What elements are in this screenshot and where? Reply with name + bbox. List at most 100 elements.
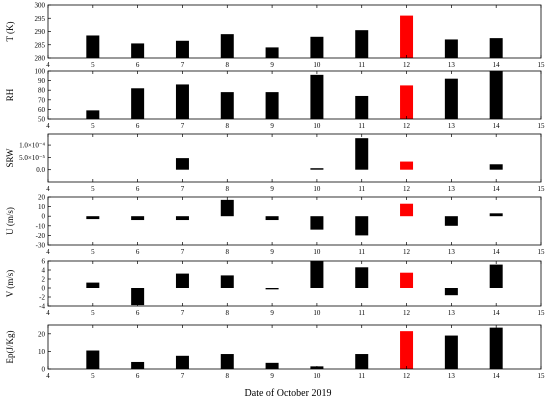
- bar-8: [220, 275, 234, 288]
- y-tick-label: 50: [38, 116, 46, 124]
- bar-12: [400, 85, 414, 119]
- x-tick-label: 4: [46, 309, 50, 317]
- panel-3: 4 5 6 7 8 9 10 11 12 13 14 15 0.0 5.0×10⁻⁵ 1.0×10⁻⁴ SRW: [5, 133, 546, 193]
- bar-11: [355, 354, 369, 369]
- bar-6: [131, 43, 145, 58]
- y-tick-label: 80: [38, 87, 46, 95]
- y-tick-label: 290: [35, 28, 46, 36]
- x-tick-label: 4: [46, 122, 50, 130]
- bar-12: [400, 331, 414, 369]
- x-tick-label: 11: [358, 185, 365, 193]
- x-tick-label: 8: [226, 248, 230, 256]
- bar-14: [489, 327, 503, 369]
- x-tick-label: 9: [270, 372, 274, 380]
- panel-frame: [47, 196, 542, 246]
- bar-12: [400, 272, 414, 288]
- bar-9: [265, 288, 279, 290]
- bar-11: [355, 95, 369, 119]
- y-tick-label: 285: [35, 41, 46, 49]
- x-tick-label: 6: [136, 185, 140, 193]
- x-axis-title: Date of October 2019: [245, 388, 332, 399]
- bar-5: [86, 350, 100, 369]
- y-tick-label: 0: [42, 366, 46, 374]
- x-tick-label: 5: [91, 61, 95, 69]
- y-tick-label: 1.0×10⁻⁴: [19, 142, 45, 150]
- bar-5: [86, 282, 100, 288]
- y-tick-label: 20: [38, 330, 46, 338]
- x-tick-label: 12: [403, 61, 411, 69]
- x-tick-label: 7: [181, 185, 185, 193]
- x-tick-label: 13: [448, 248, 456, 256]
- panel-1: 4 5 6 7 8 9 10 11 12 13 14 15 280 285 290 295 300 T (K): [5, 2, 545, 70]
- x-tick-label: 4: [46, 248, 50, 256]
- panel-frame: [47, 70, 542, 120]
- x-tick-label: 6: [136, 122, 140, 130]
- y-tick-label: 0.0: [36, 166, 45, 174]
- x-tick-label: 7: [181, 309, 185, 317]
- bar-14: [489, 71, 503, 119]
- bar-6: [131, 288, 145, 306]
- y-tick-label: 5.0×10⁻⁵: [19, 154, 45, 162]
- y-tick-label: -10: [36, 222, 46, 230]
- y-tick-label: 100: [35, 68, 46, 76]
- y-tick-label: -20: [36, 232, 46, 240]
- bar-14: [489, 264, 503, 288]
- x-tick-label: 15: [538, 372, 546, 380]
- x-tick-label: 4: [46, 372, 50, 380]
- x-tick-label: 9: [270, 61, 274, 69]
- x-tick-label: 10: [313, 61, 321, 69]
- x-tick-label: 13: [448, 185, 456, 193]
- panel-frame: [47, 260, 542, 307]
- panel-frame: [47, 4, 542, 59]
- bar-13: [444, 335, 458, 369]
- x-tick-label: 15: [538, 185, 546, 193]
- panel-6: 4 5 6 7 8 9 10 11 12 13 14 15 0 10 20 Ep(J/Kg): [5, 324, 546, 380]
- x-tick-label: 13: [448, 61, 456, 69]
- x-tick-label: 11: [358, 122, 365, 130]
- x-tick-label: 10: [313, 309, 321, 317]
- x-tick-label: 9: [270, 122, 274, 130]
- x-tick-label: 14: [493, 185, 501, 193]
- bar-10: [310, 36, 324, 58]
- bar-7: [175, 84, 189, 119]
- x-tick-label: 8: [226, 61, 230, 69]
- y-axis-label: V (m/s): [5, 270, 15, 298]
- y-tick-label: 70: [38, 96, 46, 104]
- x-tick-label: 13: [448, 372, 456, 380]
- bar-6: [131, 88, 145, 119]
- x-tick-label: 6: [136, 248, 140, 256]
- bar-10: [310, 261, 324, 288]
- bar-7: [175, 355, 189, 369]
- y-tick-label: 0: [42, 285, 46, 293]
- bar-8: [220, 34, 234, 58]
- bar-14: [489, 38, 503, 58]
- bar-12: [400, 203, 414, 217]
- x-tick-label: 12: [403, 122, 411, 130]
- x-tick-label: 13: [448, 122, 456, 130]
- y-tick-label: -30: [36, 242, 46, 250]
- x-tick-label: 5: [91, 309, 95, 317]
- x-tick-label: 5: [91, 248, 95, 256]
- bar-12: [400, 15, 414, 59]
- x-tick-label: 5: [91, 185, 95, 193]
- y-tick-label: 10: [38, 203, 46, 211]
- x-tick-label: 14: [493, 122, 501, 130]
- bar-5: [86, 35, 100, 58]
- bar-14: [489, 213, 503, 217]
- bar-7: [175, 216, 189, 221]
- x-tick-label: 12: [403, 309, 411, 317]
- x-tick-label: 12: [403, 185, 411, 193]
- bar-10: [310, 168, 324, 170]
- y-axis-label: U (m/s): [5, 207, 15, 235]
- x-tick-label: 10: [313, 185, 321, 193]
- x-tick-label: 11: [358, 372, 365, 380]
- bar-13: [444, 288, 458, 296]
- bar-9: [265, 47, 279, 58]
- bar-13: [444, 78, 458, 119]
- x-tick-label: 6: [136, 372, 140, 380]
- bar-9: [265, 92, 279, 119]
- x-tick-label: 15: [538, 309, 546, 317]
- y-tick-label: 280: [35, 55, 46, 63]
- bar-11: [355, 30, 369, 58]
